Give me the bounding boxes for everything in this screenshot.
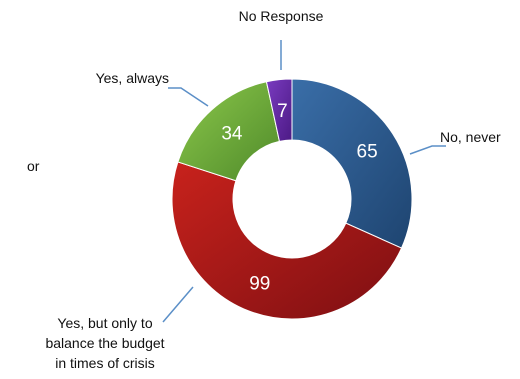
- value-label-yes-but-only: 99: [249, 274, 270, 295]
- category-label-no-response: No Response: [239, 8, 324, 24]
- category-label-yes-but-line-2: balance the budget: [45, 335, 164, 351]
- leader-line-yes-always: [168, 87, 209, 107]
- category-label-yes-but-line-3: in times of crisis: [55, 355, 155, 371]
- category-label-no-never: No, never: [440, 129, 501, 145]
- leader-line-no-never: [409, 145, 446, 155]
- donut-slice-no-never: [291, 78, 413, 249]
- leader-line-yes-but: [162, 286, 194, 323]
- value-label-no-response: 7: [277, 101, 288, 122]
- value-label-yes-always: 34: [221, 124, 243, 145]
- category-label-yes-but-line-1: Yes, but only to: [57, 315, 152, 331]
- category-label-yes-always: Yes, always: [96, 70, 169, 86]
- donut-slice-yes-but-only: [171, 161, 403, 320]
- truncated-text-fragment: or: [27, 158, 40, 174]
- value-label-no-never: 65: [357, 141, 378, 162]
- donut-slice-no-response: [265, 78, 293, 142]
